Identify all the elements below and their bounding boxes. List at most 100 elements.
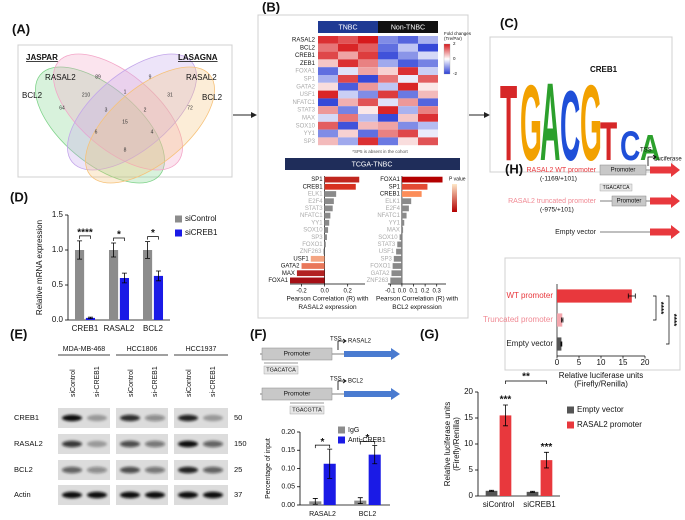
blot-band: [120, 491, 140, 499]
logo-letter-group: T: [500, 63, 517, 183]
significance: ***: [500, 395, 512, 406]
row-label: NFATC1: [292, 100, 315, 106]
category-label: SOX10: [378, 235, 398, 241]
blot-band: [62, 440, 82, 448]
heatmap-cell: [318, 67, 338, 75]
gene-label: BCL2: [348, 379, 364, 385]
legend-swatch: [175, 215, 182, 223]
bar: [557, 289, 632, 303]
heatmap-cell: [358, 106, 378, 114]
heatmap-cell: [398, 106, 418, 114]
venn-count: 31: [167, 92, 173, 98]
y-tick-label: 0.20: [281, 429, 295, 436]
x-tick-label: 0.1: [409, 289, 418, 295]
bar: [108, 250, 119, 320]
bar: [396, 248, 402, 255]
x-tick-label: 15: [619, 358, 628, 367]
bar: [74, 250, 85, 320]
heatmap-cell: [338, 43, 358, 52]
x-axis-label: BCL2 expression: [392, 304, 442, 311]
blot-band: [145, 491, 165, 499]
blot-strip: [116, 460, 168, 480]
row-label: SP1: [304, 76, 316, 82]
category-label: NFATC1: [377, 213, 400, 219]
section-header: [285, 158, 460, 170]
heatmap-cell: [318, 137, 338, 146]
blot-strip: [174, 460, 228, 480]
heatmap-cell: [318, 43, 338, 52]
group-header-label: Non-TNBC: [391, 24, 425, 31]
group-header: [378, 21, 438, 33]
heatmap-cell: [398, 36, 418, 44]
legend-label: Empty vector: [577, 405, 624, 414]
panel-label: (H): [505, 161, 523, 176]
venn-title: LASAGNA: [178, 53, 218, 62]
heatmap-cell: [338, 106, 358, 114]
venn-count: 3: [105, 107, 108, 113]
blot-band: [87, 491, 107, 499]
significance-bracket: [79, 235, 91, 239]
bar: [401, 176, 443, 183]
heatmap-cell: [378, 67, 398, 75]
blot-band: [203, 414, 223, 422]
site-label: TGACATCA: [266, 367, 296, 373]
y-tick-label: 0.05: [281, 484, 295, 491]
category-label: ELK1: [385, 199, 400, 205]
heatmap-cell: [338, 75, 358, 83]
heatmap-cell: [318, 82, 338, 91]
bar: [153, 275, 164, 320]
y-tick-label: 0.5: [52, 280, 64, 289]
x-tick-label: 10: [597, 358, 606, 367]
bar: [557, 337, 562, 351]
category-label: USF1: [293, 256, 309, 262]
bar: [324, 212, 331, 219]
tss-label: TSS: [330, 337, 342, 343]
x-tick-label: 20: [641, 358, 650, 367]
x-tick-label: 0.2: [421, 289, 430, 295]
bar: [401, 205, 409, 212]
blot-band: [62, 414, 82, 422]
significance-bracket: [359, 441, 376, 445]
heatmap-cell: [378, 51, 398, 60]
x-tick-label: 0.0: [398, 289, 407, 295]
heatmap-cell: [418, 67, 438, 75]
significance: ****: [656, 302, 665, 315]
heatmap-cell: [378, 106, 398, 114]
venn-count: 4: [151, 129, 154, 135]
error-bar: [372, 445, 378, 465]
heatmap-cell: [358, 75, 378, 83]
bar: [119, 278, 130, 320]
heatmap-cell: [418, 137, 438, 146]
heatmap-cell: [418, 90, 438, 99]
x-tick-label: RASAL2: [309, 511, 336, 518]
heatmap-cell: [358, 51, 378, 60]
construct-range: (-975/+101): [540, 207, 574, 214]
blot-strip: [58, 460, 110, 480]
bar: [324, 176, 360, 183]
row-label: CREB1: [295, 53, 316, 59]
category-label: SP3: [311, 235, 323, 241]
bar: [557, 313, 563, 327]
construct-label: RASAL2 WT promoter: [526, 167, 596, 174]
colorbar: [452, 184, 457, 212]
bar: [401, 183, 428, 190]
arrowhead: [251, 112, 257, 118]
bar: [368, 454, 381, 505]
panel-label: (F): [250, 326, 267, 341]
bar: [401, 191, 422, 197]
bar: [324, 219, 330, 226]
bar: [323, 463, 336, 505]
bar: [393, 255, 402, 262]
logo-letter-group: C: [620, 124, 640, 170]
legend-label: Anti-CREB1: [348, 437, 386, 444]
legend-title: Fold changes: [444, 31, 472, 36]
category-label: MAX: [282, 271, 295, 277]
heatmap-cell: [398, 82, 418, 91]
heatmap-cell: [378, 137, 398, 146]
venn-set: [53, 53, 183, 171]
gene-label: RASAL2: [348, 339, 372, 345]
venn-label: RASAL2: [186, 73, 217, 82]
heatmap-cell: [338, 137, 358, 146]
protein-label: BCL2: [14, 465, 33, 474]
venn-set: [67, 53, 197, 171]
